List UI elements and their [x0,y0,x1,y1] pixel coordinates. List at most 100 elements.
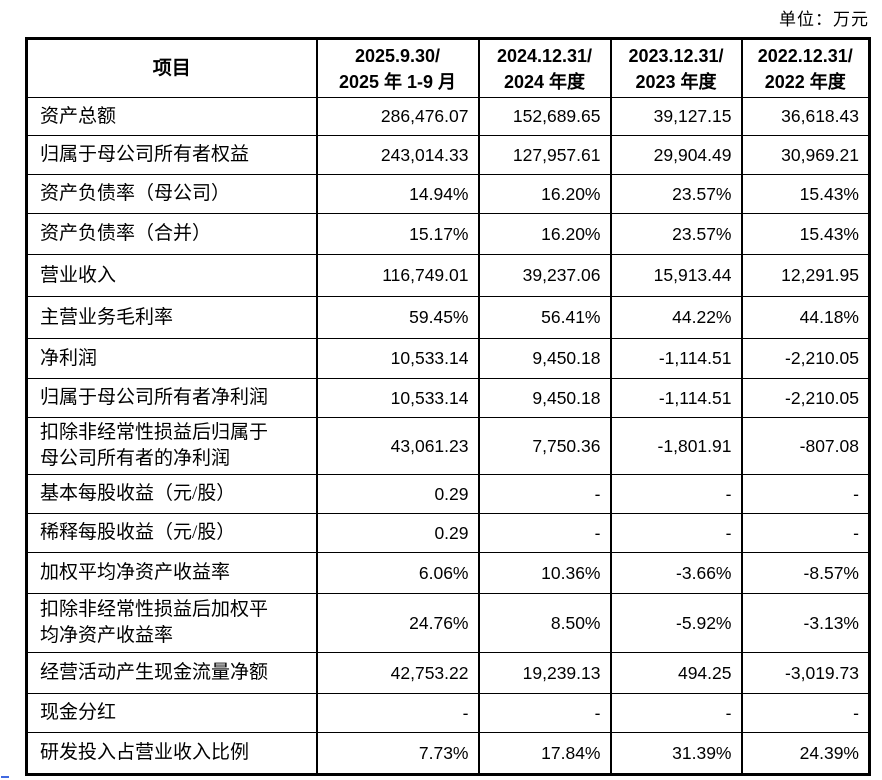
cell-value: 9,450.18 [477,378,612,418]
cell-value: 14.94% [315,174,480,214]
cell-value: 10,533.14 [315,338,480,379]
cell-value: - [609,693,743,733]
cell-value: 30,969.21 [740,135,871,175]
table-row: 扣除非经常性损益后加权平 均净资产收益率 24.76% 8.50% -5.92%… [25,593,871,653]
table-row: 资产负债率（合并） 15.17% 16.20% 23.57% 15.43% [25,213,871,255]
cell-value: - [477,513,612,553]
row-label: 现金分红 [25,693,318,733]
cell-value: - [609,513,743,553]
cell-value: 56.41% [477,296,612,339]
col-header-item: 项目 [25,38,318,98]
cell-value: 10,533.14 [315,378,480,418]
cell-value: 15.17% [315,213,480,255]
row-label: 主营业务毛利率 [25,296,318,339]
cell-value: 44.22% [609,296,743,339]
cell-value: 24.39% [740,732,871,775]
col-header-period-2025: 2025.9.30/ 2025 年 1-9 月 [315,38,480,98]
cell-value: 286,476.07 [315,97,480,136]
cell-value: -807.08 [740,417,871,475]
col-header-period-2024: 2024.12.31/ 2024 年度 [477,38,612,98]
cell-value: 15.43% [740,213,871,255]
cell-value: -3,019.73 [740,652,871,694]
cell-value: 44.18% [740,296,871,339]
cell-value: -8.57% [740,552,871,594]
table-row: 主营业务毛利率 59.45% 56.41% 44.22% 44.18% [25,296,871,339]
row-label: 资产负债率（合并） [25,213,318,255]
cell-value: 15.43% [740,174,871,214]
cell-value: 31.39% [609,732,743,775]
table-row: 净利润 10,533.14 9,450.18 -1,114.51 -2,210.… [25,338,871,379]
cell-value: - [315,693,480,733]
cell-value: 0.29 [315,513,480,553]
cell-value: - [609,474,743,514]
table-row: 研发投入占营业收入比例 7.73% 17.84% 31.39% 24.39% [25,732,871,775]
table-row: 现金分红 - - - - [25,693,871,733]
cell-value: -1,801.91 [609,417,743,475]
cell-value: -3.66% [609,552,743,594]
table-row: 营业收入 116,749.01 39,237.06 15,913.44 12,2… [25,254,871,297]
cell-value: 6.06% [315,552,480,594]
table-row: 基本每股收益（元/股） 0.29 - - - [25,474,871,514]
cell-value: 23.57% [609,213,743,255]
row-label: 净利润 [25,338,318,379]
table-row: 归属于母公司所有者净利润 10,533.14 9,450.18 -1,114.5… [25,378,871,418]
header-row: 项目 2025.9.30/ 2025 年 1-9 月 2024.12.31/ 2… [25,38,871,98]
cell-value: -2,210.05 [740,378,871,418]
row-label: 扣除非经常性损益后归属于 母公司所有者的净利润 [25,417,318,475]
cell-value: 9,450.18 [477,338,612,379]
table-row: 资产总额 286,476.07 152,689.65 39,127.15 36,… [25,97,871,136]
blue-mark-artifact [1,776,9,778]
cell-value: 59.45% [315,296,480,339]
cell-value: 23.57% [609,174,743,214]
cell-value: -5.92% [609,593,743,653]
cell-value: 127,957.61 [477,135,612,175]
cell-value: 494.25 [609,652,743,694]
cell-value: 0.29 [315,474,480,514]
cell-value: 39,237.06 [477,254,612,297]
cell-value: 8.50% [477,593,612,653]
cell-value: - [477,474,612,514]
cell-value: - [740,474,871,514]
cell-value: -1,114.51 [609,338,743,379]
cell-value: -2,210.05 [740,338,871,379]
row-label: 基本每股收益（元/股） [25,474,318,514]
row-label: 营业收入 [25,254,318,297]
table-row: 加权平均净资产收益率 6.06% 10.36% -3.66% -8.57% [25,552,871,594]
table-row: 扣除非经常性损益后归属于 母公司所有者的净利润 43,061.23 7,750.… [25,417,871,475]
cell-value: - [740,693,871,733]
cell-value: 243,014.33 [315,135,480,175]
row-label: 扣除非经常性损益后加权平 均净资产收益率 [25,593,318,653]
cell-value: - [477,693,612,733]
cell-value: 36,618.43 [740,97,871,136]
cell-value: 116,749.01 [315,254,480,297]
cell-value: 7,750.36 [477,417,612,475]
col-header-period-2023: 2023.12.31/ 2023 年度 [609,38,743,98]
cell-value: 16.20% [477,213,612,255]
table-row: 经营活动产生现金流量净额 42,753.22 19,239.13 494.25 … [25,652,871,694]
cell-value: 15,913.44 [609,254,743,297]
row-label: 资产负债率（母公司） [25,174,318,214]
row-label: 资产总额 [25,97,318,136]
cell-value: 19,239.13 [477,652,612,694]
row-label: 归属于母公司所有者净利润 [25,378,318,418]
row-label: 经营活动产生现金流量净额 [25,652,318,694]
row-label: 研发投入占营业收入比例 [25,732,318,775]
table-row: 资产负债率（母公司） 14.94% 16.20% 23.57% 15.43% [25,174,871,214]
financial-summary-table: 项目 2025.9.30/ 2025 年 1-9 月 2024.12.31/ 2… [25,37,871,776]
cell-value: 12,291.95 [740,254,871,297]
col-header-period-2022: 2022.12.31/ 2022 年度 [740,38,871,98]
cell-value: 10.36% [477,552,612,594]
cell-value: -3.13% [740,593,871,653]
unit-label: 单位：万元 [779,10,869,29]
cell-value: 16.20% [477,174,612,214]
cell-value: 29,904.49 [609,135,743,175]
cell-value: 152,689.65 [477,97,612,136]
cell-value: 24.76% [315,593,480,653]
cell-value: 39,127.15 [609,97,743,136]
table-row: 归属于母公司所有者权益 243,014.33 127,957.61 29,904… [25,135,871,175]
cell-value: - [740,513,871,553]
cell-value: 43,061.23 [315,417,480,475]
cell-value: 7.73% [315,732,480,775]
table-row: 稀释每股收益（元/股） 0.29 - - - [25,513,871,553]
row-label: 加权平均净资产收益率 [25,552,318,594]
